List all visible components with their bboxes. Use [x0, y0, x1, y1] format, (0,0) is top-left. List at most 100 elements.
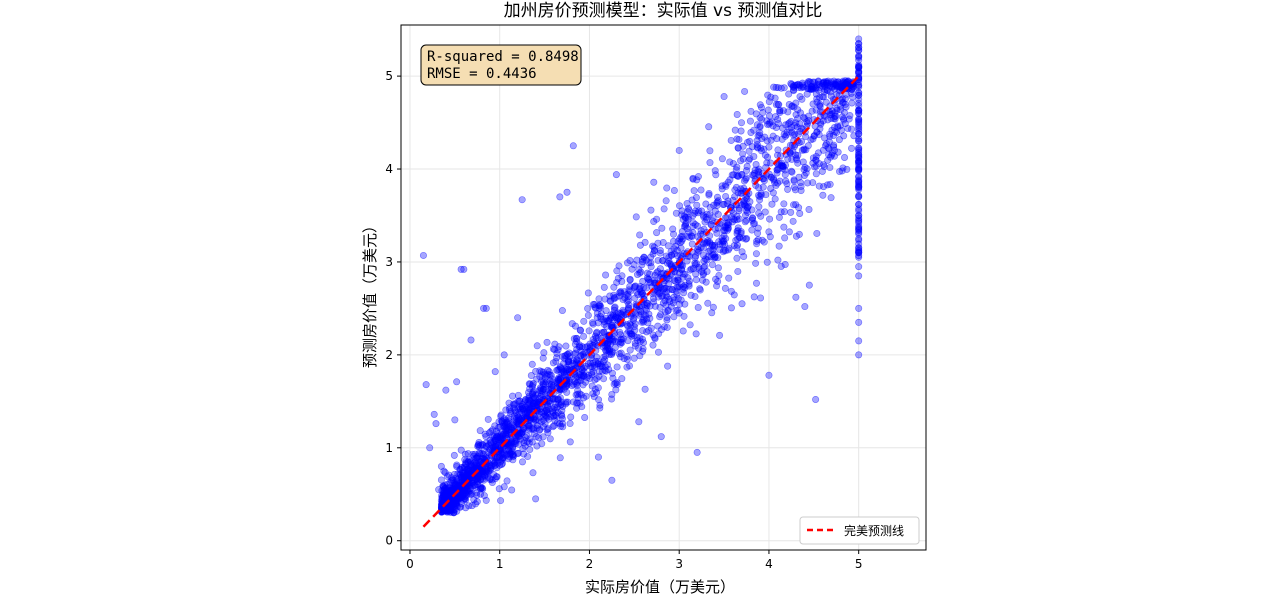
data-point — [654, 268, 662, 276]
data-point — [660, 205, 668, 213]
data-point — [826, 130, 834, 138]
data-point — [819, 161, 827, 169]
data-point — [610, 291, 618, 299]
data-point — [674, 294, 682, 302]
data-point — [589, 390, 597, 398]
data-point — [558, 407, 566, 415]
data-point — [753, 240, 761, 248]
data-point — [649, 341, 657, 349]
data-point — [714, 197, 722, 205]
data-point — [650, 276, 658, 284]
data-point — [502, 406, 510, 414]
data-point — [716, 331, 724, 339]
data-point — [584, 311, 592, 319]
y-axis-label: 预测房价值（万美元） — [361, 218, 379, 368]
data-point — [746, 117, 754, 125]
data-point — [823, 86, 831, 94]
data-point — [572, 349, 580, 357]
data-point — [646, 270, 654, 278]
data-point — [589, 342, 597, 350]
y-tick-label: 5 — [385, 69, 393, 83]
data-point — [614, 338, 622, 346]
data-point — [681, 300, 689, 308]
data-point — [827, 78, 835, 86]
data-point — [765, 143, 773, 151]
data-point — [775, 242, 783, 250]
data-point — [690, 187, 698, 195]
data-point — [676, 202, 684, 210]
data-point — [584, 289, 592, 297]
x-tick-label: 3 — [675, 557, 683, 571]
data-point — [441, 468, 449, 476]
data-point — [781, 171, 789, 179]
data-point — [637, 268, 645, 276]
data-point — [483, 469, 491, 477]
data-point — [497, 497, 505, 505]
data-point — [757, 103, 765, 111]
data-point — [722, 192, 730, 200]
data-point — [589, 300, 597, 308]
data-point — [827, 194, 835, 202]
data-point — [792, 293, 800, 301]
data-point — [819, 191, 827, 199]
data-point — [792, 232, 800, 240]
data-point — [446, 504, 454, 512]
data-point — [821, 134, 829, 142]
data-point — [499, 453, 507, 461]
data-point — [754, 229, 762, 237]
data-point — [514, 413, 522, 421]
data-point — [735, 204, 743, 212]
data-point — [663, 316, 671, 324]
data-point — [693, 448, 701, 456]
data-point — [705, 123, 713, 131]
data-point — [506, 410, 514, 418]
data-point — [785, 90, 793, 98]
data-point — [709, 214, 717, 222]
data-point — [855, 272, 863, 280]
data-point — [535, 434, 543, 442]
data-point — [636, 269, 644, 277]
data-point — [755, 165, 763, 173]
data-point — [601, 295, 609, 303]
data-point — [649, 250, 657, 258]
data-point — [670, 313, 678, 321]
data-point — [525, 380, 533, 388]
data-point — [674, 237, 682, 245]
data-point — [706, 147, 714, 155]
data-point — [464, 466, 472, 474]
data-point — [720, 93, 728, 101]
data-point — [741, 87, 749, 95]
data-point — [453, 476, 461, 484]
data-point — [528, 438, 536, 446]
data-point — [660, 323, 668, 331]
data-point — [693, 176, 701, 184]
data-point — [595, 396, 603, 404]
data-point — [558, 412, 566, 420]
data-point — [611, 303, 619, 311]
data-point — [515, 432, 523, 440]
data-point — [470, 452, 478, 460]
data-point — [518, 196, 526, 204]
data-point — [588, 382, 596, 390]
data-point — [855, 62, 863, 70]
data-point — [721, 284, 729, 292]
data-point — [737, 228, 745, 236]
data-point — [747, 129, 755, 137]
data-point — [509, 392, 517, 400]
data-point — [647, 259, 655, 267]
data-point — [509, 443, 517, 451]
data-point — [500, 415, 508, 423]
data-point — [496, 448, 504, 456]
data-point — [802, 169, 810, 177]
data-point — [562, 398, 570, 406]
data-point — [549, 378, 557, 386]
data-point — [564, 358, 572, 366]
data-point — [734, 144, 742, 152]
data-point — [460, 265, 468, 273]
data-point — [540, 349, 548, 357]
data-point — [450, 451, 458, 459]
data-point — [606, 315, 614, 323]
data-point — [656, 303, 664, 311]
data-point — [663, 184, 671, 192]
data-point — [586, 374, 594, 382]
